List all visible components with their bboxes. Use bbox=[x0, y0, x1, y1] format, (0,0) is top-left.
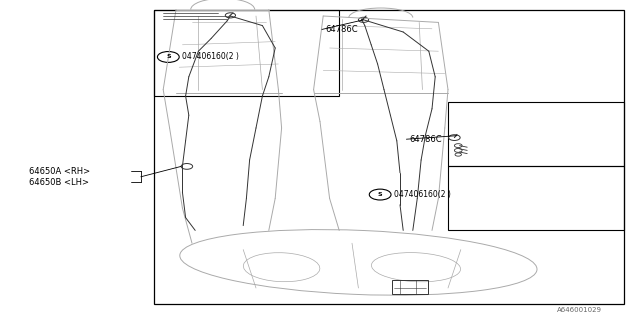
Bar bbox=[448, 166, 624, 230]
Bar bbox=[154, 10, 624, 304]
Text: 047406160(2 ): 047406160(2 ) bbox=[394, 190, 451, 199]
Text: 64650A <RH>: 64650A <RH> bbox=[29, 167, 90, 176]
Circle shape bbox=[157, 52, 179, 62]
Text: 047406160(2 ): 047406160(2 ) bbox=[182, 52, 239, 61]
Circle shape bbox=[449, 135, 460, 140]
Bar bbox=[392, 280, 428, 294]
Circle shape bbox=[454, 144, 462, 148]
Circle shape bbox=[455, 153, 461, 156]
Text: 64650B <LH>: 64650B <LH> bbox=[29, 178, 89, 187]
Text: 64786C: 64786C bbox=[325, 25, 358, 34]
Bar bbox=[154, 10, 339, 96]
Circle shape bbox=[454, 148, 462, 152]
Circle shape bbox=[358, 17, 369, 22]
Text: S: S bbox=[166, 54, 171, 60]
Text: 64786C: 64786C bbox=[410, 135, 442, 144]
Circle shape bbox=[181, 164, 193, 169]
Text: S: S bbox=[378, 192, 383, 197]
Circle shape bbox=[369, 189, 391, 200]
Circle shape bbox=[225, 13, 236, 18]
Bar bbox=[448, 102, 624, 166]
Text: A646001029: A646001029 bbox=[557, 308, 602, 313]
